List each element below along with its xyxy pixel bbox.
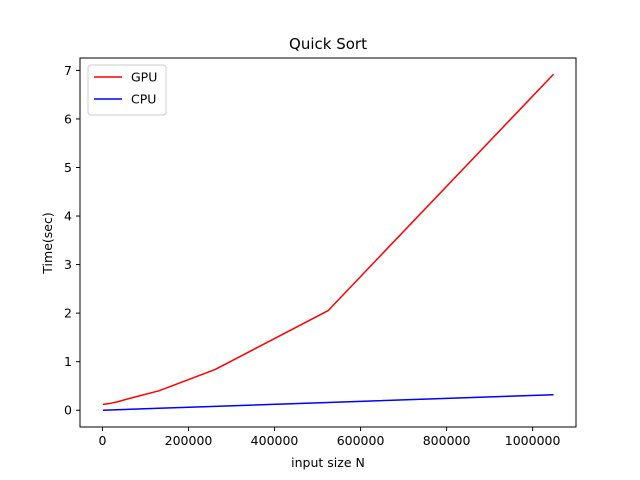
y-tick-label: 5 bbox=[64, 160, 72, 175]
axes-frame bbox=[79, 57, 577, 428]
y-tick-label: 7 bbox=[64, 63, 72, 78]
x-tick-label: 600000 bbox=[337, 433, 385, 448]
x-tick-label: 800000 bbox=[423, 433, 471, 448]
y-tick-label: 2 bbox=[64, 306, 72, 321]
x-axis-ticks: 0 200000 400000 600000 800000 1000000 bbox=[99, 427, 561, 448]
x-tick-label: 200000 bbox=[165, 433, 213, 448]
y-tick-label: 6 bbox=[64, 111, 72, 126]
y-axis-ticks: 0 1 2 3 4 5 6 7 bbox=[64, 63, 80, 418]
chart-title: Quick Sort bbox=[289, 35, 367, 53]
legend-label-gpu: GPU bbox=[131, 70, 157, 85]
y-tick-label: 0 bbox=[64, 403, 72, 418]
series-line-gpu bbox=[102, 73, 555, 406]
legend-label-cpu: CPU bbox=[131, 92, 156, 107]
y-tick-label: 1 bbox=[64, 354, 72, 369]
x-tick-label: 1000000 bbox=[505, 433, 561, 448]
plot-area bbox=[79, 57, 577, 428]
y-axis-label: Time(sec) bbox=[40, 212, 55, 274]
y-tick-label: 3 bbox=[64, 257, 72, 272]
x-tick-label: 0 bbox=[99, 433, 107, 448]
series-line-cpu bbox=[102, 393, 554, 411]
x-tick-label: 400000 bbox=[251, 433, 299, 448]
x-axis-label: input size N bbox=[291, 455, 365, 470]
legend: GPU CPU bbox=[87, 64, 167, 116]
series-layer bbox=[102, 73, 555, 411]
y-tick-label: 4 bbox=[64, 209, 72, 224]
